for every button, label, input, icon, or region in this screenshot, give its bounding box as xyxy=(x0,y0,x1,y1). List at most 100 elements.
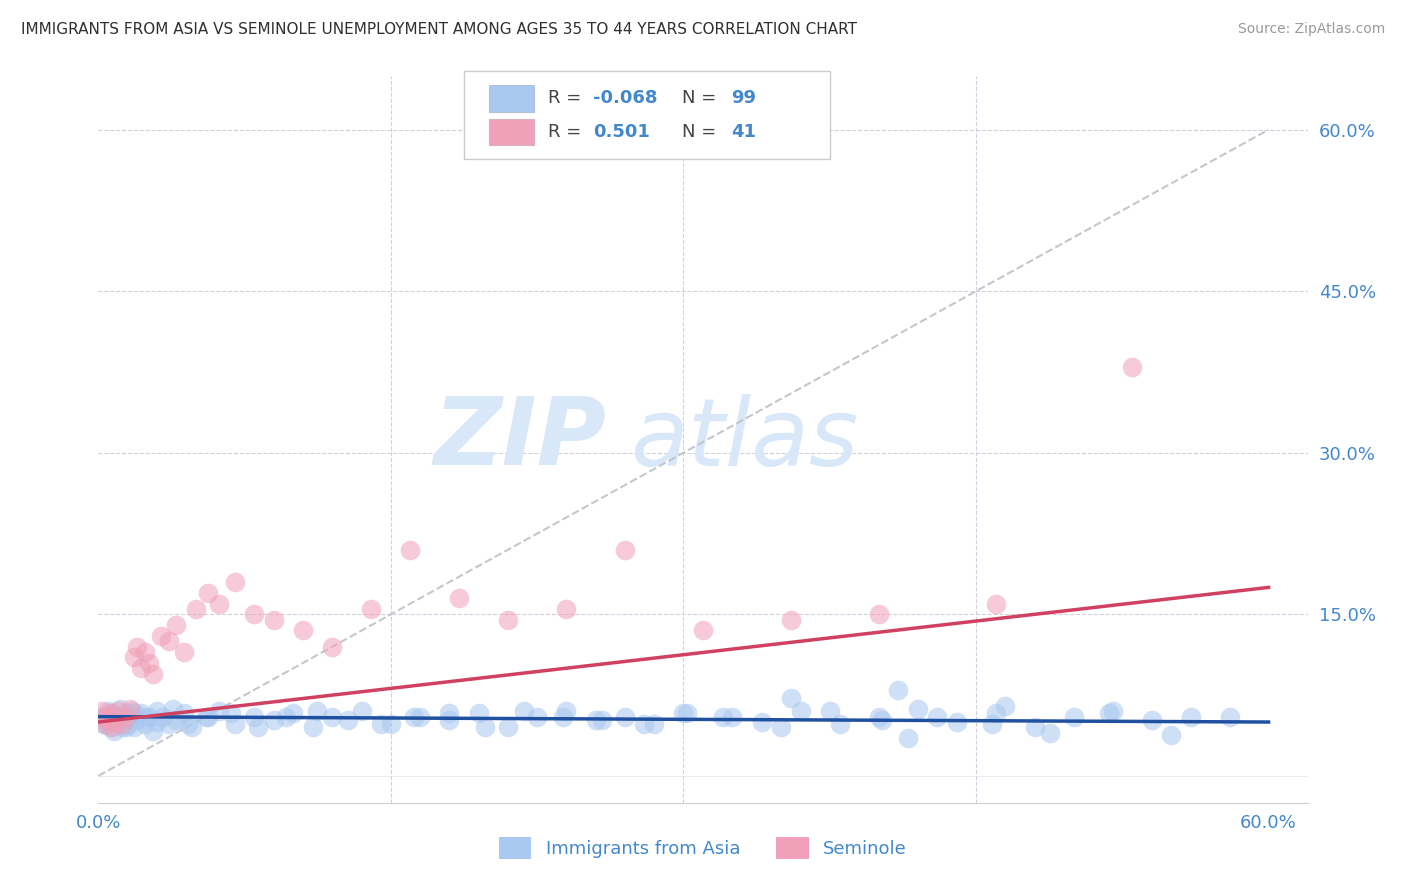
Point xyxy=(404,709,426,723)
Point xyxy=(692,624,714,638)
Point xyxy=(181,720,204,734)
Point xyxy=(96,717,118,731)
Point xyxy=(828,717,851,731)
Point xyxy=(1024,720,1046,734)
Point xyxy=(872,713,894,727)
Point xyxy=(779,613,801,627)
Point xyxy=(91,704,114,718)
Point xyxy=(197,586,219,600)
Point xyxy=(91,709,114,723)
Point xyxy=(263,713,285,727)
Point xyxy=(118,702,141,716)
Point xyxy=(984,597,1007,611)
Point xyxy=(370,717,392,731)
Point xyxy=(789,704,811,718)
Point xyxy=(512,704,534,718)
Point xyxy=(551,709,574,723)
Point xyxy=(1219,709,1241,723)
Text: R =: R = xyxy=(548,89,588,107)
Point xyxy=(104,713,127,727)
Point xyxy=(134,709,156,723)
Point xyxy=(633,717,655,731)
Point xyxy=(97,713,120,727)
Point xyxy=(887,682,910,697)
Point xyxy=(184,602,207,616)
Point xyxy=(162,702,184,716)
Point xyxy=(208,704,231,718)
Point xyxy=(555,602,578,616)
Point xyxy=(224,574,246,589)
Text: 99: 99 xyxy=(731,89,756,107)
Point xyxy=(243,607,266,622)
Point xyxy=(138,709,160,723)
Point xyxy=(925,709,948,723)
Point xyxy=(994,698,1017,713)
Point xyxy=(591,713,613,727)
Point xyxy=(614,542,637,557)
Point xyxy=(93,717,115,731)
Text: atlas: atlas xyxy=(630,393,859,485)
Point xyxy=(208,597,231,611)
Point xyxy=(399,542,422,557)
Point xyxy=(165,713,187,727)
Text: 0.501: 0.501 xyxy=(593,123,650,141)
Point xyxy=(305,704,328,718)
Point xyxy=(114,713,136,727)
Point xyxy=(672,706,695,721)
Point xyxy=(149,629,172,643)
Point xyxy=(496,613,519,627)
Point xyxy=(96,713,118,727)
Text: 41: 41 xyxy=(731,123,756,141)
Point xyxy=(409,709,432,723)
Point xyxy=(1098,706,1121,721)
Point xyxy=(117,717,139,731)
Point xyxy=(103,709,125,723)
Point xyxy=(467,706,489,721)
Point xyxy=(97,704,120,718)
Point xyxy=(474,720,496,734)
Point xyxy=(121,704,143,718)
Point xyxy=(779,691,801,706)
Point xyxy=(274,709,297,723)
Point xyxy=(292,624,315,638)
Text: Source: ZipAtlas.com: Source: ZipAtlas.com xyxy=(1237,22,1385,37)
Point xyxy=(751,714,773,729)
Point xyxy=(157,717,180,731)
Point xyxy=(247,720,270,734)
Point xyxy=(114,720,136,734)
Point xyxy=(721,709,744,723)
Point xyxy=(1121,359,1143,374)
Point xyxy=(321,709,343,723)
Point xyxy=(173,645,195,659)
Point xyxy=(104,714,127,729)
Text: N =: N = xyxy=(682,89,721,107)
Point xyxy=(984,706,1007,721)
Point xyxy=(526,709,548,723)
Point xyxy=(111,720,134,734)
Point xyxy=(194,709,217,723)
Point xyxy=(98,720,121,734)
Point xyxy=(897,731,920,746)
Point xyxy=(93,717,115,731)
Point xyxy=(302,720,325,734)
Point xyxy=(224,717,246,731)
Point xyxy=(1180,709,1202,723)
Point xyxy=(585,713,607,727)
Point xyxy=(142,723,165,738)
Point xyxy=(907,702,929,716)
Text: -0.068: -0.068 xyxy=(593,89,658,107)
Point xyxy=(127,713,149,727)
Text: IMMIGRANTS FROM ASIA VS SEMINOLE UNEMPLOYMENT AMONG AGES 35 TO 44 YEARS CORRELAT: IMMIGRANTS FROM ASIA VS SEMINOLE UNEMPLO… xyxy=(21,22,858,37)
Point xyxy=(98,706,121,721)
Point xyxy=(112,706,135,721)
Point xyxy=(321,640,343,654)
Point xyxy=(177,717,200,731)
Point xyxy=(711,709,734,723)
Point xyxy=(173,706,195,721)
Point xyxy=(643,717,665,731)
Point xyxy=(165,618,187,632)
Point xyxy=(496,720,519,734)
Point xyxy=(152,709,174,723)
Point xyxy=(124,706,146,721)
Point xyxy=(449,591,471,606)
